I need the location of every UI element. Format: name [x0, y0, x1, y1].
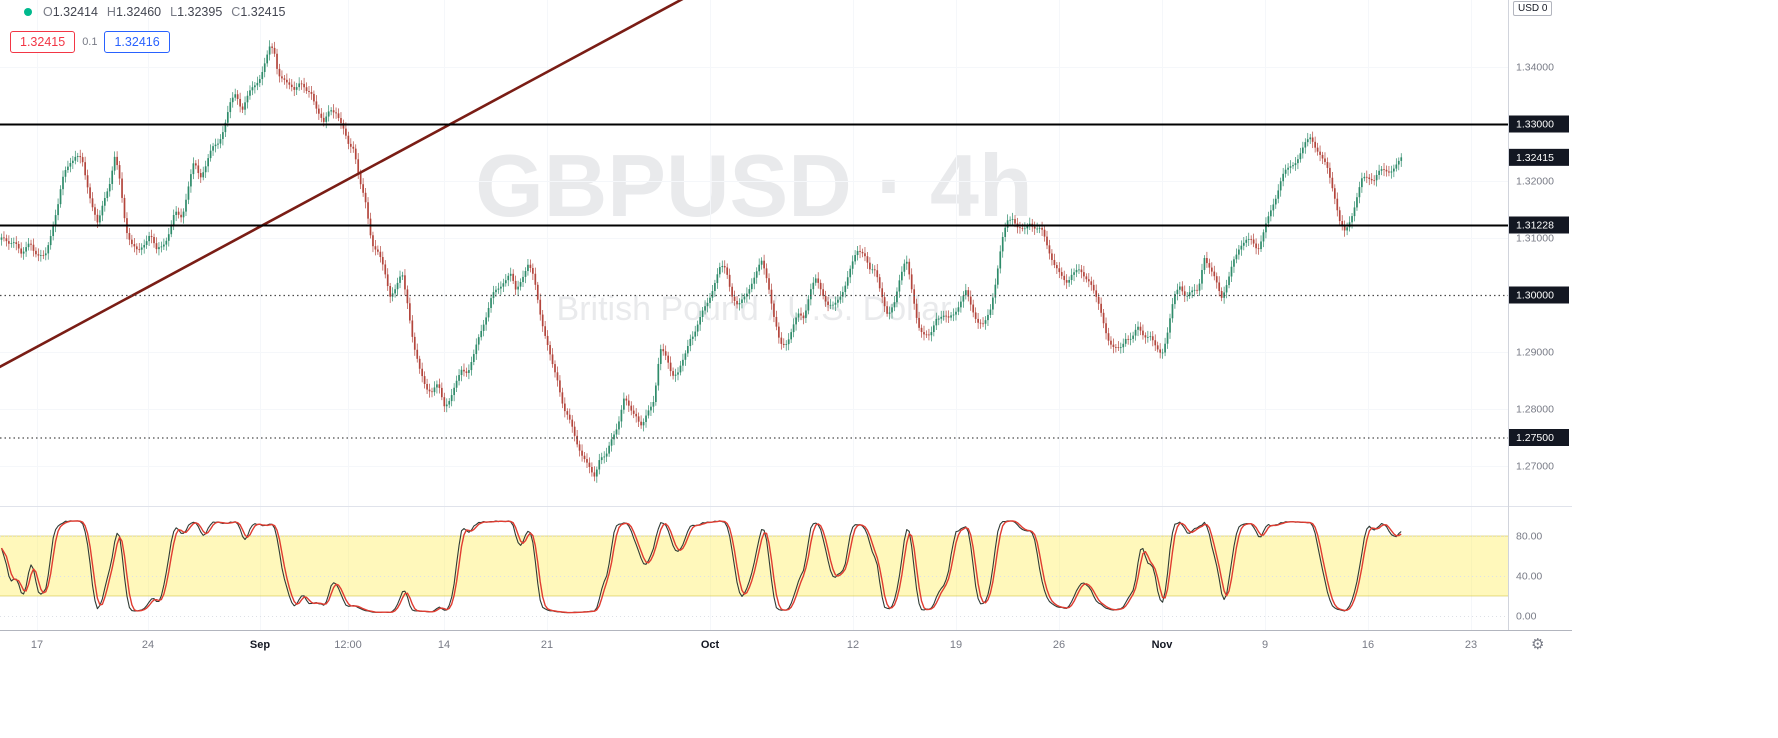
svg-text:1.31000: 1.31000 [1516, 233, 1554, 245]
svg-text:1.31228: 1.31228 [1516, 220, 1554, 232]
svg-text:17: 17 [31, 639, 43, 651]
svg-text:1.33000: 1.33000 [1516, 119, 1554, 131]
svg-text:26: 26 [1053, 639, 1065, 651]
close-label: C [231, 5, 241, 19]
svg-text:1.27500: 1.27500 [1516, 432, 1554, 444]
svg-text:80.00: 80.00 [1516, 531, 1542, 543]
open-value: 1.32414 [52, 5, 98, 19]
open-label: O [43, 5, 53, 19]
spread-value: 0.1 [82, 36, 98, 48]
svg-text:Nov: Nov [1152, 639, 1174, 651]
svg-text:1.28000: 1.28000 [1516, 404, 1554, 416]
svg-text:0.00: 0.00 [1516, 611, 1537, 623]
price-chart-canvas[interactable]: 1.34000 1.32000 1.31000 1.29000 1.28000 1.270… [0, 0, 1572, 660]
low-value: 1.32395 [177, 5, 223, 19]
low-label: L [170, 5, 178, 19]
sell-button[interactable]: 1.32415 [10, 31, 76, 53]
close-value: 1.32415 [240, 5, 286, 19]
trade-buttons-row: 1.32415 0.1 1.32416 [10, 31, 170, 53]
svg-text:Oct: Oct [701, 639, 720, 651]
svg-text:1.27000: 1.27000 [1516, 461, 1554, 473]
svg-text:1.29000: 1.29000 [1516, 347, 1554, 359]
svg-text:12: 12 [847, 639, 859, 651]
high-label: H [106, 5, 116, 19]
ohlc-legend: O1.32414 H1.32460 L1.32395 C1.32415 [24, 5, 295, 19]
svg-text:1.30000: 1.30000 [1516, 290, 1554, 302]
svg-text:23: 23 [1465, 639, 1477, 651]
close-pair: C1.32415 [231, 5, 285, 19]
svg-text:Sep: Sep [250, 639, 270, 651]
svg-text:12:00: 12:00 [334, 639, 362, 651]
low-pair: L1.32395 [170, 5, 222, 19]
svg-text:1.32415: 1.32415 [1516, 152, 1554, 164]
buy-button[interactable]: 1.32416 [104, 31, 170, 53]
svg-text:14: 14 [438, 639, 450, 651]
svg-text:21: 21 [541, 639, 553, 651]
currency-badge: USD 0 [1513, 1, 1553, 16]
settings-gear-icon[interactable]: ⚙ [1531, 636, 1545, 653]
svg-text:9: 9 [1262, 639, 1268, 651]
high-value: 1.32460 [115, 5, 162, 19]
market-status-dot [24, 8, 32, 16]
open-pair: O1.32414 [43, 5, 98, 19]
svg-text:16: 16 [1362, 639, 1374, 651]
svg-text:1.32000: 1.32000 [1516, 176, 1554, 188]
svg-text:19: 19 [950, 639, 962, 651]
svg-text:24: 24 [142, 639, 154, 651]
svg-text:40.00: 40.00 [1516, 571, 1542, 583]
high-pair: H1.32460 [107, 5, 161, 19]
svg-text:1.34000: 1.34000 [1516, 62, 1554, 74]
